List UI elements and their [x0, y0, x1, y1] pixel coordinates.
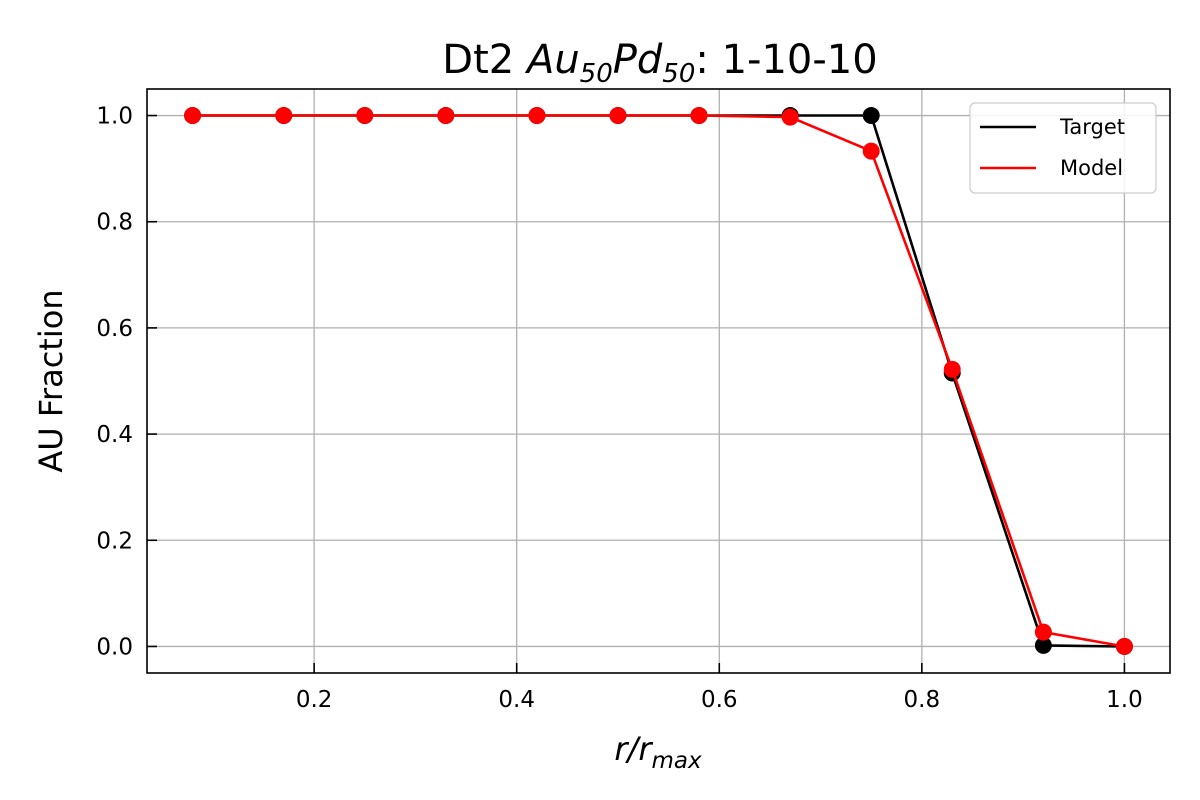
y-tick-label: 0.6 — [96, 316, 133, 342]
x-tick-label: 0.6 — [701, 687, 738, 713]
legend-box — [969, 102, 1157, 194]
axis-ticks: 0.2 0.4 0.6 0.8 1.0 0.0 0.2 0.4 0.6 0.8 1.0 — [96, 104, 1142, 713]
x-axis-label: r/rmax — [614, 730, 702, 774]
y-tick-label: 0.4 — [96, 422, 133, 448]
model-point — [943, 360, 961, 378]
y-tick-label: 1.0 — [96, 104, 133, 130]
x-tick-label: 0.8 — [904, 687, 941, 713]
target-point — [862, 107, 880, 125]
model-point — [437, 107, 455, 125]
model-series — [184, 107, 1133, 655]
model-point — [1115, 637, 1133, 655]
model-point — [781, 108, 799, 126]
model-point — [275, 107, 293, 125]
y-axis-label: AU Fraction — [32, 289, 70, 472]
model-point — [862, 142, 880, 160]
x-tick-label: 0.2 — [296, 687, 333, 713]
plot-series — [184, 107, 1133, 655]
target-line — [192, 114, 1125, 648]
model-line — [192, 114, 1125, 648]
legend-target-label: Target — [1059, 115, 1125, 139]
y-tick-label: 0.0 — [96, 634, 133, 660]
y-tick-label: 0.8 — [96, 210, 133, 236]
model-point — [1034, 623, 1052, 641]
x-tick-label: 1.0 — [1106, 687, 1143, 713]
model-point — [356, 107, 374, 125]
model-point — [609, 107, 627, 125]
target-point — [1034, 636, 1052, 654]
legend: Target Model — [969, 102, 1157, 194]
chart-title: Dt2 Au50Pd50: 1-10-10 — [442, 37, 877, 89]
x-tick-label: 0.4 — [498, 687, 535, 713]
legend-model-label: Model — [1060, 156, 1123, 180]
model-point — [528, 107, 546, 125]
y-tick-label: 0.2 — [96, 528, 133, 554]
model-point — [690, 107, 708, 125]
plot-frame — [146, 88, 1171, 674]
model-point — [184, 107, 202, 125]
